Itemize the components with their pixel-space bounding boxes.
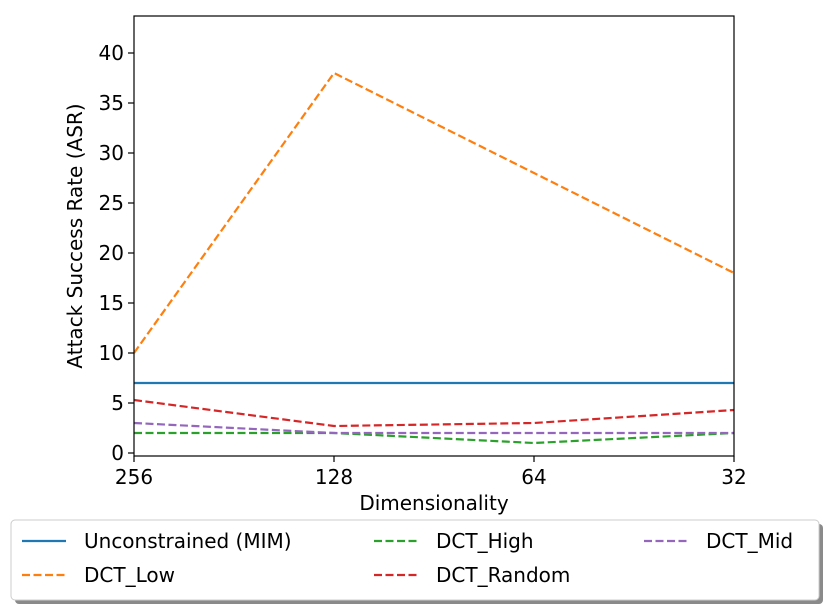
- y-tick-label: 25: [99, 191, 124, 215]
- legend-box: [10, 519, 820, 601]
- plot-frame: [133, 15, 735, 457]
- x-tick-label: 128: [315, 465, 353, 489]
- y-tick-label: 20: [99, 241, 124, 265]
- x-axis-title: Dimensionality: [359, 491, 509, 515]
- series-line-dct-high: [134, 431, 734, 445]
- legend-label-unconstrained-mim: Unconstrained (MIM): [84, 529, 292, 553]
- x-axis: 256 128 64 32: [115, 456, 747, 489]
- y-axis-title: Attack Success Rate (ASR): [63, 103, 87, 368]
- y-tick-label: 10: [99, 341, 124, 365]
- x-tick-label: 256: [115, 465, 153, 489]
- series-line-dct-low: [134, 71, 734, 354]
- y-tick-label: 40: [99, 41, 124, 65]
- series-line-dct-random: [134, 398, 734, 428]
- legend: Unconstrained (MIM) DCT_Low DCT_High DCT_Ra…: [10, 519, 823, 604]
- x-tick-label: 64: [521, 465, 546, 489]
- y-tick-label: 30: [99, 141, 124, 165]
- y-tick-label: 35: [99, 91, 124, 115]
- y-tick-label: 0: [111, 441, 124, 465]
- x-tick-label: 32: [721, 465, 746, 489]
- legend-label-dct-high: DCT_High: [436, 529, 534, 553]
- legend-label-dct-random: DCT_Random: [436, 563, 570, 587]
- y-tick-label: 15: [99, 291, 124, 315]
- legend-label-dct-low: DCT_Low: [84, 563, 175, 587]
- series-line-dct-mid: [134, 421, 734, 435]
- y-axis: 0 5 10 15 20 25 30 35 40: [99, 41, 134, 465]
- y-tick-label: 5: [111, 391, 124, 415]
- plot-area: [133, 15, 735, 457]
- legend-label-dct-mid: DCT_Mid: [706, 529, 793, 553]
